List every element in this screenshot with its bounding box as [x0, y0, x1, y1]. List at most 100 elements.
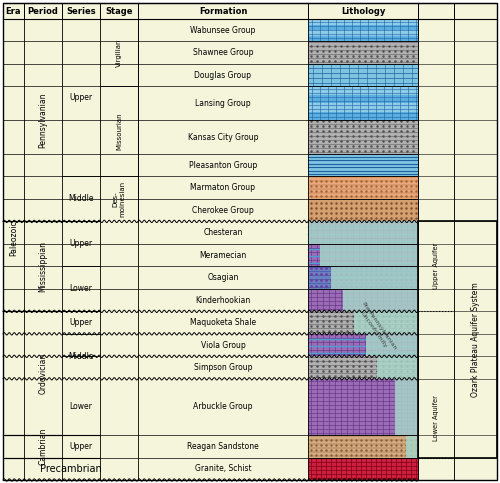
Text: Stage: Stage [105, 6, 133, 15]
Bar [3, 266, 308, 289]
Text: Precambrian: Precambrian [40, 464, 102, 474]
Bar [308, 30, 418, 36]
Bar [3, 120, 308, 154]
Bar [308, 221, 418, 244]
Bar [308, 356, 418, 379]
Bar [308, 154, 418, 176]
Bar [3, 3, 497, 19]
Text: Kansas City Group: Kansas City Group [188, 132, 258, 142]
Bar [3, 435, 308, 457]
Bar [3, 199, 308, 221]
Bar [3, 86, 308, 120]
Bar [308, 356, 418, 379]
Text: Period: Period [28, 6, 58, 15]
Bar [308, 154, 418, 176]
Bar [308, 289, 418, 312]
Text: Reagan Sandstone: Reagan Sandstone [187, 442, 259, 451]
Bar [308, 312, 418, 334]
Text: Arbuckle Group: Arbuckle Group [193, 402, 253, 412]
Bar [454, 3, 497, 480]
Text: Pre-Pennsylvanian
Unconformity: Pre-Pennsylvanian Unconformity [356, 301, 397, 355]
Bar [308, 244, 418, 266]
Bar [3, 42, 308, 64]
Text: Series: Series [66, 6, 96, 15]
Text: Marmaton Group: Marmaton Group [190, 183, 256, 192]
Text: Lansing Group: Lansing Group [195, 99, 251, 108]
Bar [3, 244, 308, 266]
Bar [3, 379, 308, 435]
Text: Meramecian: Meramecian [200, 251, 246, 260]
Bar [308, 244, 418, 266]
Bar [308, 379, 418, 435]
Bar [3, 64, 308, 86]
Bar [3, 176, 308, 199]
Text: Lithology: Lithology [341, 6, 385, 15]
Bar [308, 112, 418, 120]
Bar [3, 457, 138, 480]
Text: Formation: Formation [199, 6, 247, 15]
Text: Virgilian: Virgilian [116, 39, 122, 67]
Text: Cherokee Group: Cherokee Group [192, 206, 254, 214]
Bar [3, 289, 308, 312]
Text: Pleasanton Group: Pleasanton Group [189, 161, 257, 170]
Text: Lower: Lower [70, 284, 92, 293]
Text: Lower: Lower [70, 402, 92, 412]
Bar [308, 221, 418, 244]
Bar [3, 19, 24, 457]
Text: Osagian: Osagian [208, 273, 238, 282]
Bar [3, 154, 308, 176]
Bar [308, 86, 418, 120]
Bar [308, 334, 418, 356]
Bar [308, 64, 418, 86]
Text: Upper: Upper [70, 93, 92, 102]
Bar [308, 176, 418, 199]
Text: Cambrian: Cambrian [38, 427, 48, 465]
Bar [308, 379, 418, 435]
Bar [308, 312, 418, 334]
Text: Chesteran: Chesteran [204, 228, 242, 237]
Text: Simpson Group: Simpson Group [194, 363, 252, 372]
Bar [308, 176, 418, 199]
Text: Middle: Middle [68, 352, 94, 361]
Bar [3, 312, 308, 334]
Text: Mississippian: Mississippian [38, 241, 48, 292]
Text: Viola Group: Viola Group [200, 341, 246, 350]
Bar [418, 3, 454, 480]
Bar [308, 64, 418, 86]
Text: Missourian: Missourian [116, 113, 122, 150]
Text: Middle: Middle [68, 194, 94, 203]
Bar [3, 457, 308, 480]
Bar [308, 266, 418, 289]
Bar [308, 457, 418, 480]
Text: Maquoketa Shale: Maquoketa Shale [190, 318, 256, 327]
Bar [3, 19, 308, 42]
Text: Upper: Upper [70, 240, 92, 248]
Bar [308, 19, 418, 25]
Bar [3, 334, 308, 356]
Text: Paleozoic: Paleozoic [9, 220, 18, 256]
Bar [308, 266, 418, 289]
Text: Upper: Upper [70, 442, 92, 451]
Bar [308, 95, 418, 103]
Bar [308, 435, 418, 457]
Text: Ozark Plateau Aquifer System: Ozark Plateau Aquifer System [471, 282, 480, 397]
Bar [308, 42, 418, 64]
Text: Lower Aquifer: Lower Aquifer [433, 395, 439, 441]
Bar [308, 289, 418, 312]
Text: Shawnee Group: Shawnee Group [193, 48, 254, 57]
Bar [308, 103, 418, 112]
Bar [308, 120, 418, 154]
Text: Upper Aquifer: Upper Aquifer [433, 243, 439, 289]
Text: Upper: Upper [70, 318, 92, 327]
Text: Granite, Schist: Granite, Schist [194, 464, 252, 473]
Bar [308, 19, 418, 42]
Bar [308, 457, 418, 480]
Text: Era: Era [6, 6, 21, 15]
Text: Kinderhookian: Kinderhookian [196, 296, 250, 305]
Bar [308, 435, 418, 457]
Text: Pennsylvanian: Pennsylvanian [38, 92, 48, 148]
Polygon shape [308, 221, 418, 457]
Bar [308, 25, 418, 30]
Bar [308, 86, 418, 95]
Bar [308, 199, 418, 221]
